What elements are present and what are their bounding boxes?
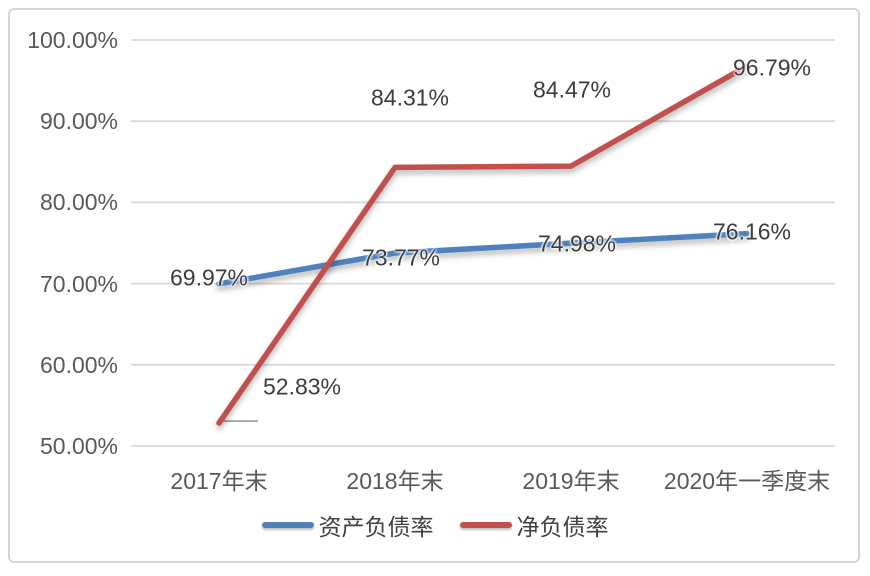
y-axis-tick-label: 50.00% (39, 433, 118, 459)
legend: 资产负债率 净负债率 (0, 508, 870, 542)
legend-label: 资产负债率 (318, 514, 434, 540)
legend-line-swatch (459, 522, 512, 528)
data-label-net-debt-ratio: 52.83% (262, 373, 342, 400)
data-label-asset-liability-ratio: 69.97% (169, 264, 249, 291)
data-label-net-debt-ratio: 84.47% (532, 76, 612, 103)
line-series-net-debt-ratio (216, 63, 750, 426)
y-axis-tick-label: 80.00% (39, 189, 118, 216)
data-label-net-debt-ratio: 96.79% (732, 54, 812, 81)
data-label-asset-liability-ratio: 74.98% (537, 230, 617, 257)
data-label-asset-liability-ratio: 73.77% (361, 244, 441, 271)
x-axis-category-label: 2019年末 (522, 468, 620, 494)
y-axis-tick-label: 70.00% (39, 270, 118, 297)
y-axis-tick-label: 90.00% (39, 108, 118, 135)
data-label-asset-liability-ratio: 76.16% (712, 218, 792, 245)
chart-frame (8, 8, 860, 563)
line-series-asset-liability-ratio (216, 230, 750, 287)
data-label-net-debt-ratio: 84.31% (370, 84, 450, 111)
y-axis-tick-label: 100.00% (27, 27, 118, 53)
legend-label: 净负债率 (516, 514, 609, 540)
legend-item-net-debt-ratio: 净负债率 (459, 508, 609, 542)
x-axis-category-label: 2020年一季度末 (663, 468, 831, 494)
x-axis-category-label: 2018年末 (346, 468, 444, 494)
legend-line-swatch (261, 522, 314, 528)
y-axis-tick-label: 60.00% (39, 351, 118, 378)
x-axis-category-label: 2017年末 (170, 468, 268, 494)
legend-item-asset-liability-ratio: 资产负债率 (261, 508, 434, 542)
